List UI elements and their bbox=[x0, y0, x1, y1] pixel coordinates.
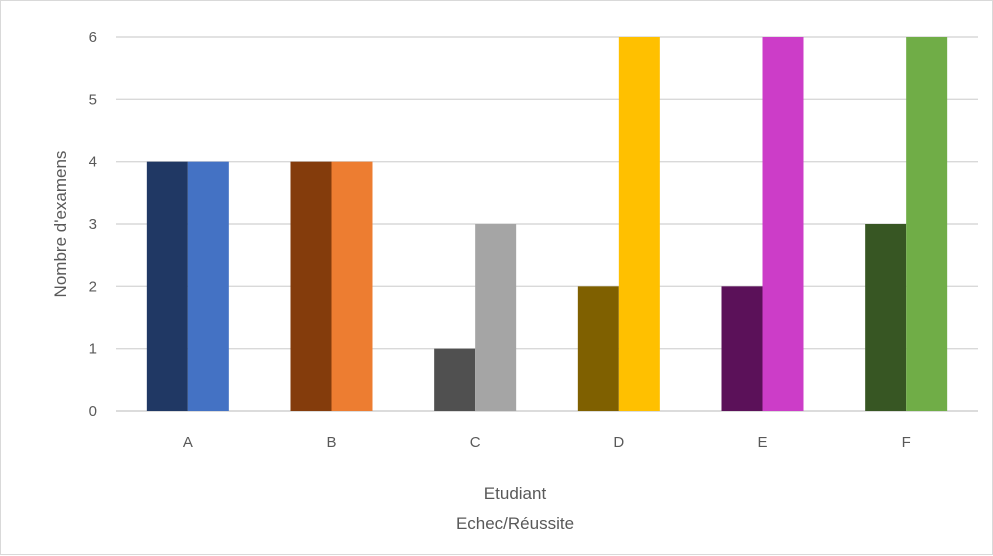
bar-a-echec bbox=[146, 161, 188, 411]
bars bbox=[146, 37, 948, 411]
x-tick-label: F bbox=[902, 434, 911, 451]
x-tick-label: A bbox=[183, 434, 193, 451]
y-tick-label: 5 bbox=[89, 91, 97, 108]
bar-b-echec bbox=[290, 161, 332, 411]
bar-c-echec bbox=[434, 348, 476, 411]
y-tick-label: 6 bbox=[89, 29, 97, 46]
y-tick-label: 3 bbox=[89, 216, 97, 233]
x-tick-label: E bbox=[757, 434, 767, 451]
x-tick-label: B bbox=[326, 434, 336, 451]
bar-e-echec bbox=[721, 286, 763, 411]
bar-d-reussite bbox=[618, 37, 660, 411]
y-tick-labels: 0 1 2 3 4 5 6 bbox=[89, 29, 97, 420]
bar-f-reussite bbox=[906, 37, 948, 411]
x-tick-labels: A B C D E F bbox=[183, 434, 911, 451]
gridlines bbox=[116, 36, 978, 412]
y-tick-label: 0 bbox=[89, 403, 97, 420]
x-axis-subtitle: Echec/Réussite bbox=[456, 514, 574, 533]
x-tick-label: D bbox=[613, 434, 624, 451]
bar-e-reussite bbox=[762, 37, 804, 411]
bar-b-reussite bbox=[331, 161, 373, 411]
y-tick-label: 1 bbox=[89, 341, 97, 358]
bar-f-echec bbox=[865, 224, 907, 411]
x-tick-label: C bbox=[470, 434, 481, 451]
y-tick-label: 4 bbox=[89, 154, 97, 171]
bar-c-reussite bbox=[475, 224, 517, 411]
x-axis-title: Etudiant bbox=[484, 484, 547, 503]
bar-d-echec bbox=[577, 286, 619, 411]
y-axis-title: Nombre d'examens bbox=[51, 151, 70, 298]
bar-a-reussite bbox=[187, 161, 229, 411]
y-tick-label: 2 bbox=[89, 278, 97, 295]
